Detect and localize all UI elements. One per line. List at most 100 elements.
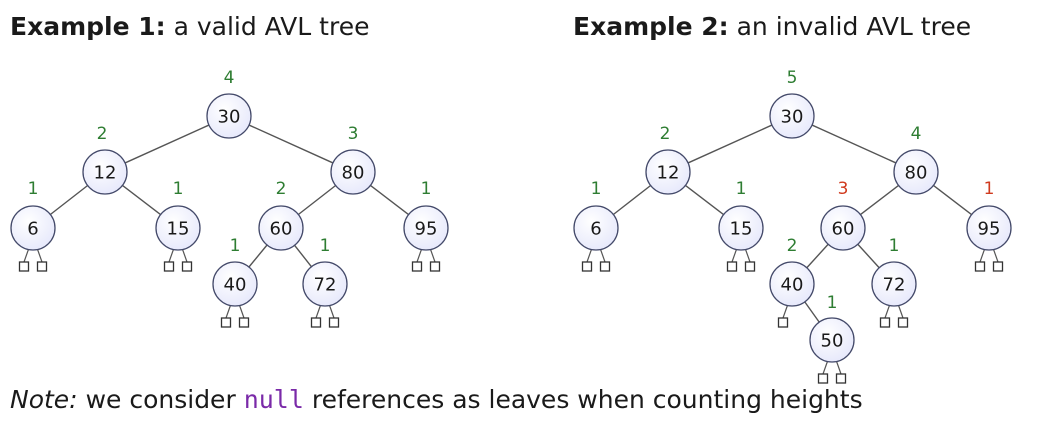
node-key: 30: [218, 107, 241, 128]
tree-edge: [612, 184, 652, 216]
node-height-label: 2: [97, 124, 108, 144]
example-2-label: Example 2:: [573, 12, 729, 41]
node-height-label: 2: [787, 236, 798, 256]
example-2-heading: Example 2: an invalid AVL tree: [573, 12, 971, 41]
tree-edge: [122, 184, 161, 216]
null-link: [897, 303, 904, 319]
tree-node-60: 60 3: [820, 179, 866, 251]
node-height-label: 1: [827, 293, 838, 313]
null-link: [225, 303, 232, 319]
tree-node-95: 95 1: [966, 179, 1012, 251]
null-leaf-square: [777, 317, 789, 328]
null-leaf-square: [163, 261, 175, 272]
null-leaf-square: [18, 261, 30, 272]
tree-node-6: 61: [10, 179, 56, 251]
null-leaf-square: [181, 261, 193, 272]
node-height-label: 1: [889, 236, 900, 256]
node-key: 50: [821, 331, 844, 352]
node-height-label: 1: [421, 179, 432, 199]
node-key: 12: [657, 163, 680, 184]
null-link: [599, 247, 606, 263]
tree-node-95: 95 1: [403, 179, 449, 251]
node-circle: [809, 317, 855, 363]
node-circle: [871, 261, 917, 307]
tree-node-60: 60 2: [258, 179, 304, 251]
null-link: [36, 247, 43, 263]
note-label: Note:: [10, 385, 78, 414]
tree-edge: [933, 184, 972, 216]
node-circle: [403, 205, 449, 251]
node-key: 80: [905, 163, 928, 184]
node-height-label: 4: [911, 124, 922, 144]
null-leaf-square: [310, 317, 322, 328]
node-key: 15: [167, 219, 190, 240]
node-key: 72: [314, 275, 337, 296]
node-circle: [155, 205, 201, 251]
null-link: [416, 247, 423, 263]
node-height-label: 1: [28, 179, 39, 199]
node-key: 95: [978, 219, 1001, 240]
null-leaf-square: [238, 317, 250, 328]
node-circle: [718, 205, 764, 251]
node-height-label: 1: [173, 179, 184, 199]
tree-edge: [804, 301, 820, 323]
tree-node-12: 12 2: [82, 124, 128, 195]
node-circle: [966, 205, 1012, 251]
node-key: 72: [883, 275, 906, 296]
tree-node-12: 12 2: [645, 124, 691, 195]
null-leaf-square: [817, 373, 829, 384]
node-key: 60: [270, 219, 293, 240]
node-key: 15: [730, 219, 753, 240]
null-leaf-square: [974, 261, 986, 272]
tree-node-6: 61: [573, 179, 619, 251]
tree-node-72: 72 1: [302, 236, 348, 307]
node-circle: [330, 149, 376, 195]
tree-edge: [687, 124, 773, 164]
tree-node-40: 40 1: [212, 236, 258, 307]
node-height-label: 1: [984, 179, 995, 199]
node-circle: [645, 149, 691, 195]
tree-node-80: 80 3: [330, 124, 376, 195]
example-1-heading: Example 1: a valid AVL tree: [10, 12, 369, 41]
note-after: references as leaves when counting heigh…: [311, 385, 863, 414]
tree-node-40: 40 2: [769, 236, 815, 307]
node-circle: [820, 205, 866, 251]
node-key: 40: [224, 275, 247, 296]
tree-node-72: 72 1: [871, 236, 917, 307]
null-link: [992, 247, 999, 263]
null-leaf-square: [897, 317, 909, 328]
null-link: [23, 247, 30, 263]
null-leaf-square: [835, 373, 847, 384]
node-key: 6: [27, 219, 38, 240]
node-circle: [769, 261, 815, 307]
null-leaf-square: [581, 261, 593, 272]
tree-edge: [370, 184, 409, 216]
node-circle: [10, 205, 56, 251]
node-key: 95: [415, 219, 438, 240]
null-leaf-square: [992, 261, 1004, 272]
node-height-label: 1: [320, 236, 331, 256]
tree-edge: [294, 244, 312, 268]
node-circle: [206, 93, 252, 139]
null-link: [884, 303, 891, 319]
node-key: 12: [94, 163, 117, 184]
node-key: 40: [781, 275, 804, 296]
tree-edge: [248, 124, 334, 164]
node-height-label: 2: [276, 179, 287, 199]
node-circle: [258, 205, 304, 251]
node-key: 30: [781, 107, 804, 128]
null-leaf-square: [429, 261, 441, 272]
tree-edge: [811, 124, 897, 164]
null-leaf-square: [879, 317, 891, 328]
node-height-label: 1: [230, 236, 241, 256]
note-null-code: null: [243, 385, 304, 414]
node-height-label: 1: [736, 179, 747, 199]
node-circle: [769, 93, 815, 139]
null-link: [315, 303, 322, 319]
null-link: [835, 359, 842, 375]
tree-edge: [857, 243, 880, 269]
note-before: we consider: [85, 385, 236, 414]
null-leaf-square: [36, 261, 48, 272]
